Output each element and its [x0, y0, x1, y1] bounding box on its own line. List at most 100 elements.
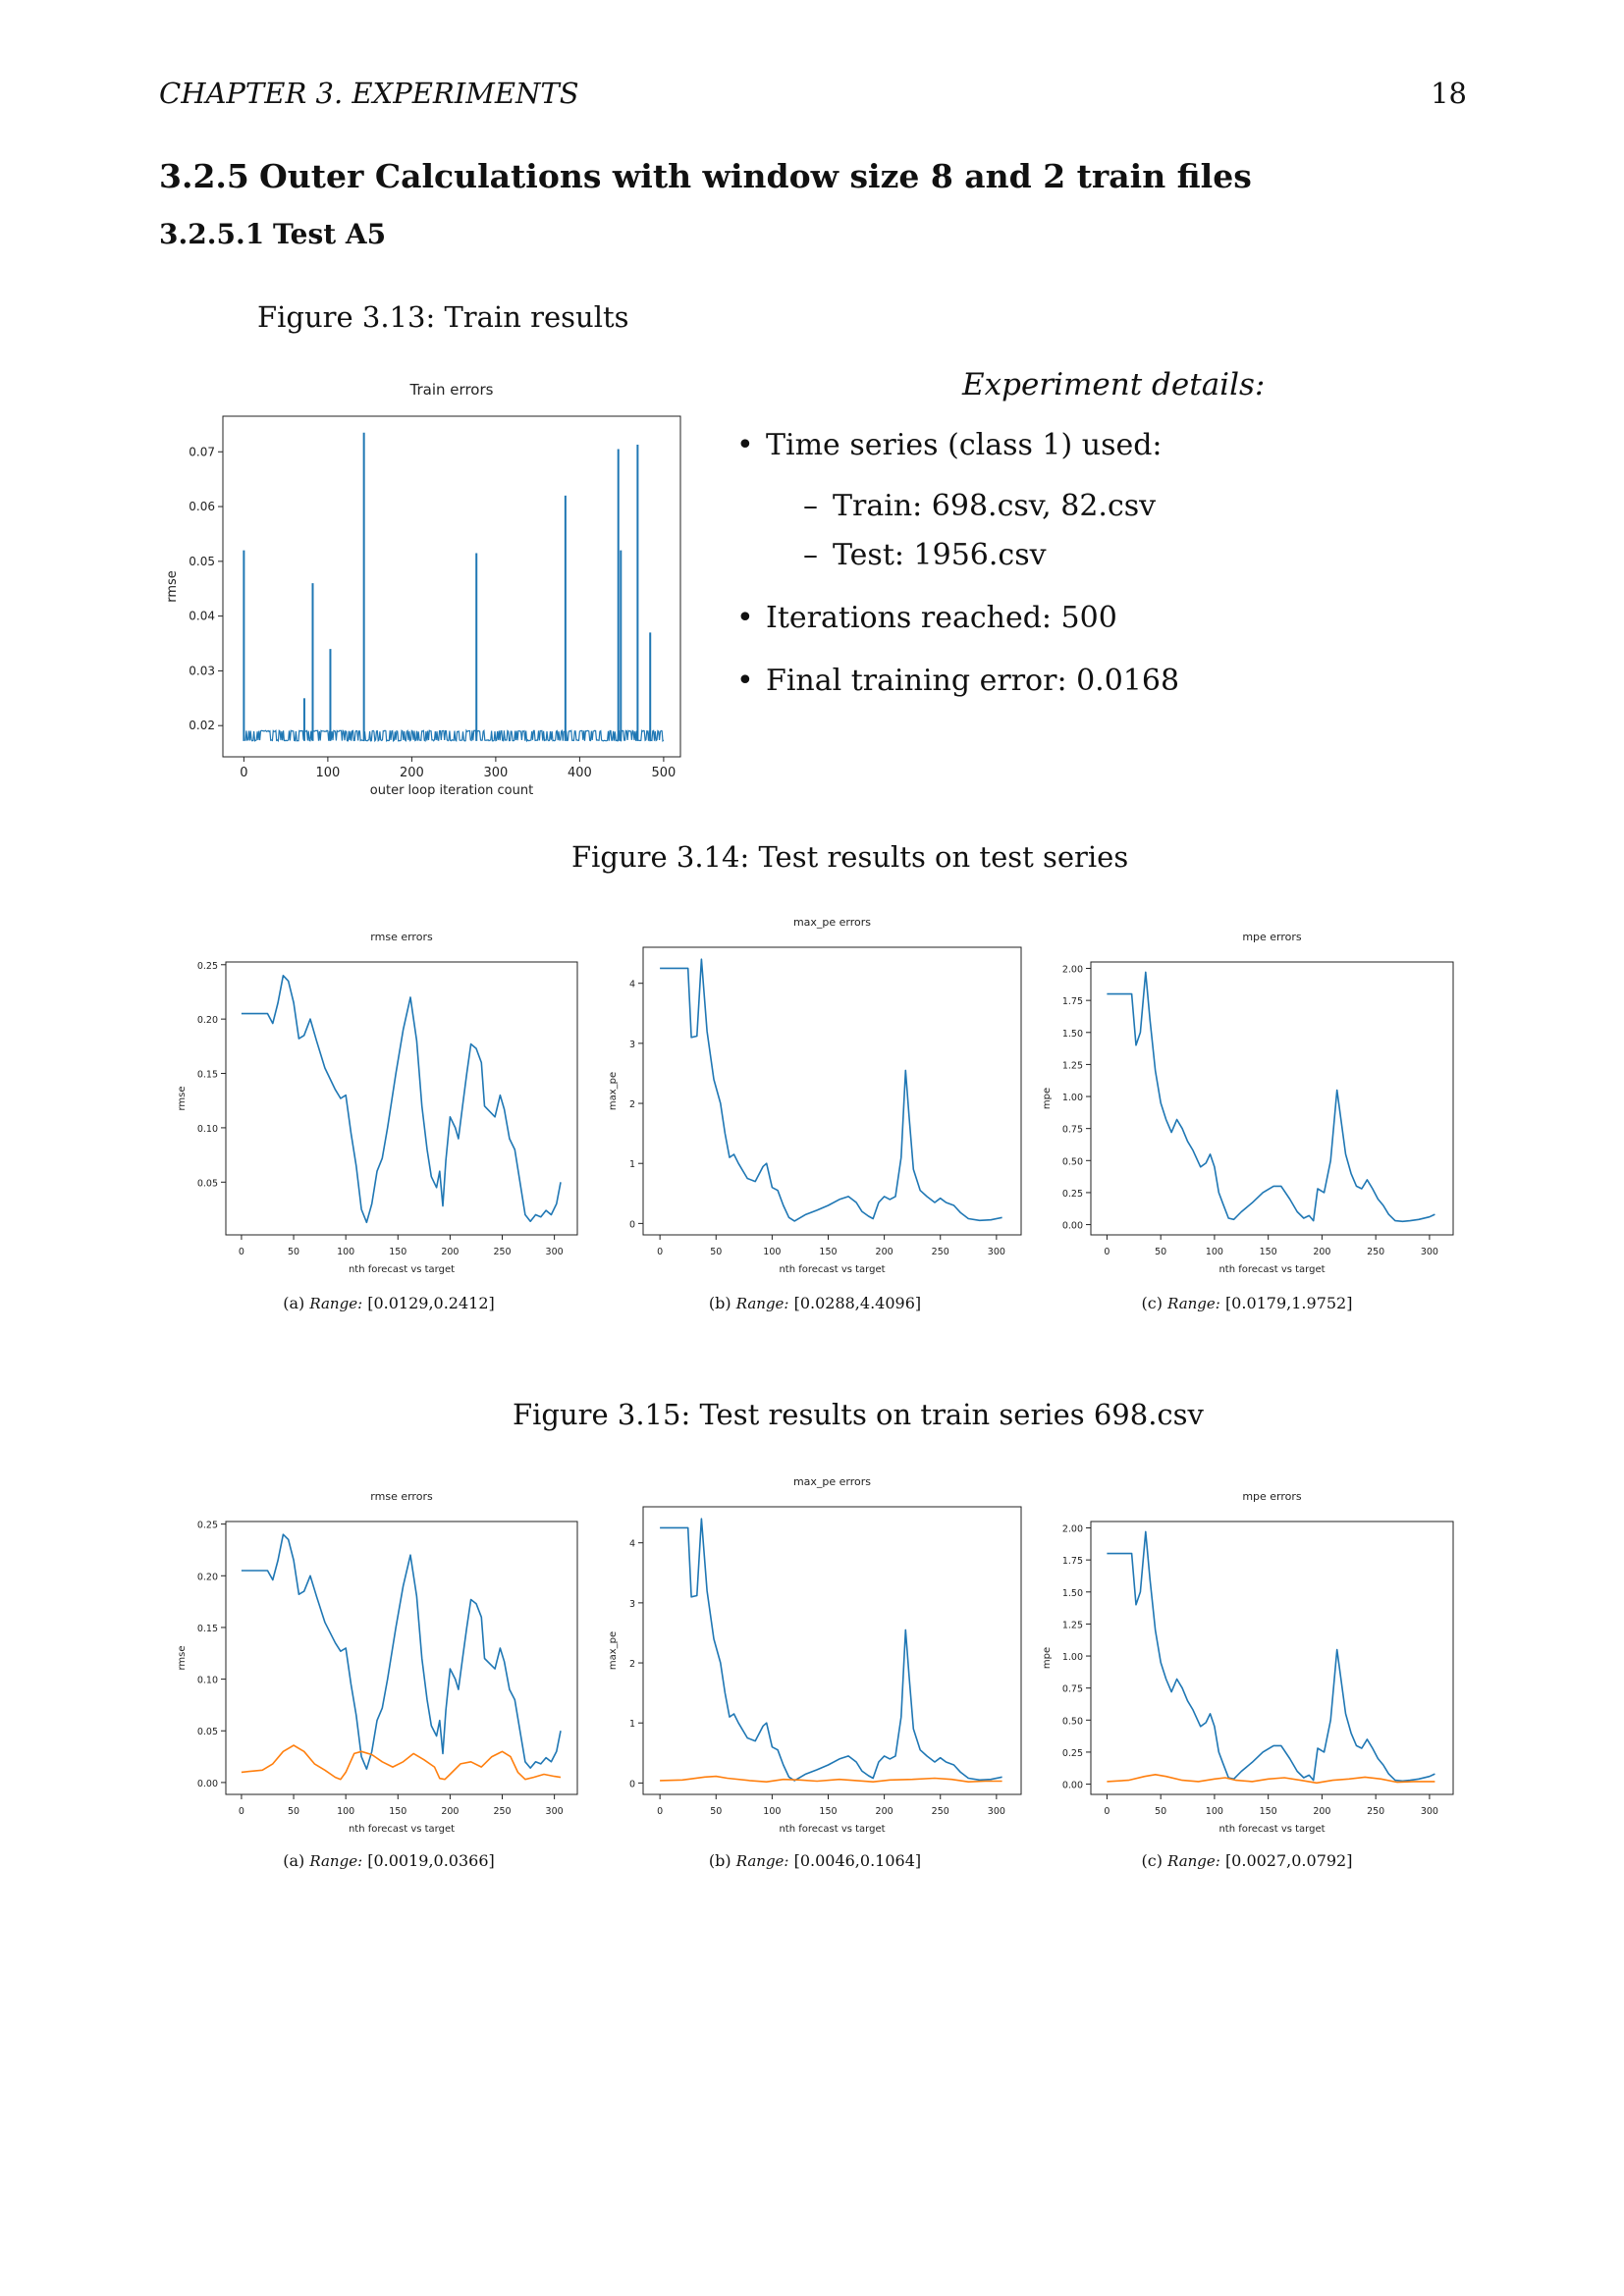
y-tick-label: 0.05 [197, 1727, 218, 1737]
x-tick-label: 0 [239, 1806, 244, 1817]
y-tick-label: 3 [629, 1599, 635, 1610]
x-axis-label: nth forecast vs target [349, 1264, 455, 1275]
subcaption-b-train: (b) Range: [0.0046,0.1064] [708, 1851, 922, 1870]
y-axis-label: max_pe [608, 1631, 619, 1670]
detail-iterations: • Iterations reached: 500 [736, 601, 1117, 635]
x-tick-label: 300 [546, 1806, 564, 1817]
y-tick-label: 0.25 [197, 961, 218, 972]
chart-title: max_pe errors [793, 1475, 871, 1488]
y-axis-label: mpe [1042, 1647, 1053, 1669]
x-tick-label: 150 [819, 1247, 837, 1257]
y-axis-label: mpe [1042, 1088, 1053, 1109]
chart-title: rmse errors [370, 931, 433, 943]
y-tick-label: 1.00 [1062, 1652, 1083, 1663]
detail-final-error: • Final training error: 0.0168 [736, 664, 1179, 698]
x-tick-label: 300 [483, 766, 508, 780]
chart-title: Train errors [409, 381, 494, 399]
y-tick-label: 0.15 [197, 1624, 218, 1634]
plot-frame [1090, 1521, 1454, 1795]
detail-text: Time series (class 1) used: [766, 428, 1163, 462]
running-head: CHAPTER 3. EXPERIMENTS [159, 77, 579, 110]
y-tick-label: 1.50 [1062, 1029, 1083, 1040]
chart-title: max_pe errors [793, 916, 871, 929]
subcaption-a-test: (a) Range: [0.0129,0.2412] [283, 1294, 495, 1312]
y-tick-label: 0.50 [1062, 1716, 1083, 1727]
chart-title: rmse errors [370, 1490, 433, 1503]
plot-area [1107, 971, 1435, 1223]
series-line [660, 958, 1002, 1222]
x-axis-label: nth forecast vs target [779, 1824, 885, 1835]
y-tick-label: 1 [629, 1719, 635, 1730]
x-tick-label: 250 [493, 1247, 511, 1257]
plot-area [241, 1533, 562, 1781]
y-tick-label: 0.10 [197, 1676, 218, 1686]
section-title: Outer Calculations with window size 8 an… [259, 157, 1252, 195]
x-tick-label: 100 [763, 1806, 781, 1817]
figure-3-13-caption: Figure 3.13: Train results [257, 300, 629, 334]
x-tick-label: 250 [493, 1806, 511, 1817]
y-tick-label: 0.05 [189, 555, 215, 568]
y-tick-label: 4 [629, 980, 635, 990]
x-tick-label: 200 [441, 1247, 459, 1257]
x-axis-label: nth forecast vs target [1218, 1824, 1325, 1835]
y-tick-label: 0.02 [189, 719, 215, 732]
plot-frame [1090, 961, 1454, 1236]
y-tick-label: 0.00 [1062, 1781, 1083, 1791]
x-tick-label: 50 [288, 1247, 299, 1257]
x-tick-label: 100 [1206, 1247, 1223, 1257]
y-tick-label: 3 [629, 1040, 635, 1050]
x-tick-label: 300 [1421, 1247, 1438, 1257]
y-tick-label: 0.00 [1062, 1221, 1083, 1232]
plot-area [1107, 1530, 1435, 1785]
x-tick-label: 100 [1206, 1806, 1223, 1817]
train-errors-chart: Train errors 0.02 0.03 0.04 0.05 0.06 0.07 0 100… [165, 381, 681, 798]
plot-frame [225, 961, 578, 1236]
y-tick-label: 1.25 [1062, 1060, 1083, 1071]
x-tick-label: 200 [1313, 1247, 1330, 1257]
x-tick-label: 50 [710, 1247, 722, 1257]
x-tick-label: 100 [763, 1247, 781, 1257]
y-tick-label: 0.50 [1062, 1156, 1083, 1167]
x-tick-label: 250 [932, 1806, 949, 1817]
x-tick-label: 300 [988, 1806, 1005, 1817]
y-tick-label: 0.05 [197, 1178, 218, 1189]
plot-area [243, 432, 665, 743]
y-axis-label: rmse [177, 1645, 188, 1670]
series-line [660, 1775, 1002, 1783]
detail-text: Test: 1956.csv [833, 538, 1047, 572]
y-tick-label: 0.06 [189, 500, 215, 513]
maxpe-errors-train-chart: max_pe errors 0 1 2 3 4 0 50 100 150 200 250 300 nth … [608, 1475, 1022, 1835]
x-tick-label: 150 [1260, 1247, 1277, 1257]
experiment-details-title: Experiment details: [962, 367, 1266, 402]
x-tick-label: 200 [876, 1247, 893, 1257]
y-tick-label: 0.75 [1062, 1684, 1083, 1695]
page-number: 18 [1431, 77, 1467, 110]
dash-icon: – [803, 489, 818, 523]
detail-train-files: – Train: 698.csv, 82.csv [803, 489, 1156, 523]
x-tick-label: 0 [1104, 1806, 1110, 1817]
subsection-heading: 3.2.5.1 Test A5 [159, 218, 386, 250]
y-tick-label: 0.07 [189, 445, 215, 458]
plot-frame [642, 1506, 1022, 1795]
y-tick-label: 0.25 [1062, 1748, 1083, 1759]
detail-text: Final training error: 0.0168 [766, 664, 1180, 698]
x-tick-label: 0 [1104, 1247, 1110, 1257]
y-tick-label: 0.20 [197, 1572, 218, 1582]
x-axis-label: nth forecast vs target [779, 1264, 885, 1275]
x-tick-label: 300 [988, 1247, 1005, 1257]
y-axis-label: rmse [177, 1086, 188, 1110]
y-tick-label: 1.50 [1062, 1588, 1083, 1599]
y-tick-label: 0.00 [197, 1779, 218, 1789]
y-tick-label: 2.00 [1062, 1524, 1083, 1535]
x-tick-label: 150 [1260, 1806, 1277, 1817]
x-tick-label: 200 [441, 1806, 459, 1817]
series-line [241, 1744, 562, 1781]
y-tick-label: 4 [629, 1539, 635, 1550]
x-tick-label: 300 [546, 1247, 564, 1257]
series-line [244, 728, 665, 743]
y-tick-label: 1 [629, 1159, 635, 1170]
bullet-icon: • [736, 428, 754, 462]
x-tick-label: 200 [400, 766, 424, 780]
y-tick-label: 2 [629, 1659, 635, 1670]
y-axis-label: rmse [165, 570, 180, 603]
